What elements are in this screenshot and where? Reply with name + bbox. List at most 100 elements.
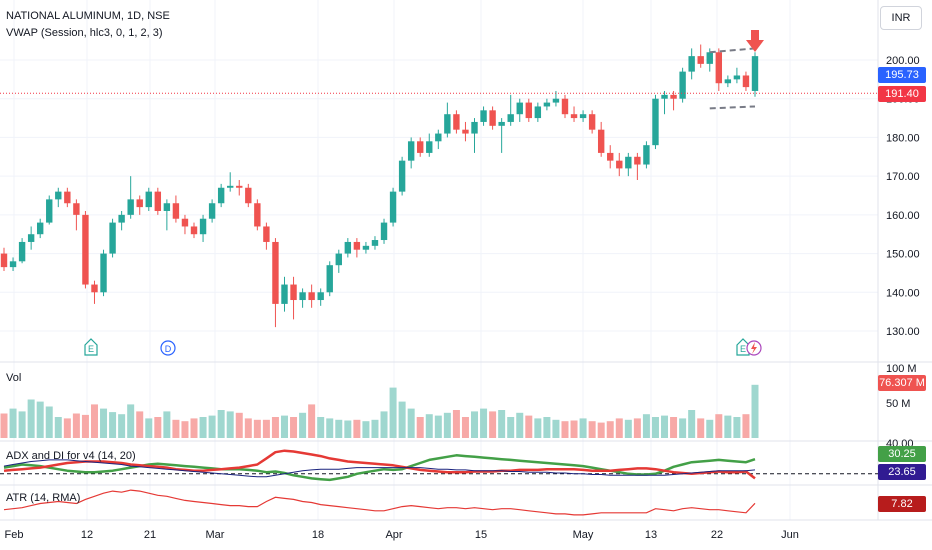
candle-16	[145, 191, 152, 208]
candle-29	[263, 226, 270, 242]
volume-bar-26	[235, 412, 243, 438]
adx-lines	[0, 449, 878, 482]
atr-tag: 7.82	[878, 496, 926, 512]
currency-button[interactable]: INR	[880, 6, 922, 30]
chart-title[interactable]: NATIONAL ALUMINUM, 1D, NSE	[6, 10, 170, 22]
volume-bar-82	[742, 414, 750, 438]
candle-10	[91, 284, 98, 293]
volume-bar-78	[706, 419, 714, 438]
volume-bar-15	[136, 411, 144, 438]
candle-8	[73, 203, 80, 215]
volume-bar-20	[181, 421, 189, 438]
candle-12	[109, 222, 116, 254]
volume-bar-10	[90, 404, 98, 438]
volume-bar-37	[335, 419, 343, 438]
atr-legend[interactable]: ATR (14, RMA)	[6, 492, 81, 504]
candle-46	[417, 141, 424, 153]
volume-bar-69	[624, 419, 632, 438]
time-tick-10: Jun	[781, 529, 799, 541]
candle-72	[652, 98, 659, 146]
volume-bar-41	[371, 419, 379, 438]
close-price-tag: 191.40	[878, 86, 926, 102]
candle-41	[371, 240, 379, 246]
candle-39	[353, 241, 361, 250]
candle-11	[100, 253, 107, 293]
atr-line	[3, 489, 756, 516]
candle-63	[570, 114, 578, 119]
volume-bars	[0, 384, 759, 438]
volume-bar-25	[226, 411, 234, 438]
volume-bar-47	[425, 414, 433, 438]
volume-bar-59	[534, 418, 542, 438]
candle-26	[236, 185, 243, 188]
candle-36	[326, 265, 333, 293]
time-axis[interactable]: Feb 12 21 Mar 18 Apr 15 May 13 22 Jun	[5, 529, 799, 541]
di-minus-tag: 23.65	[878, 464, 926, 480]
candle-28	[254, 203, 261, 227]
volume-bar-1	[9, 408, 17, 438]
volume-bar-74	[670, 417, 678, 438]
candle-21	[190, 226, 198, 235]
candles	[0, 44, 759, 328]
volume-legend[interactable]: Vol	[6, 372, 22, 384]
volume-bar-38	[344, 420, 352, 438]
volume-bar-77	[697, 418, 705, 438]
volume-bar-54	[489, 411, 497, 438]
event-marker-label-0: E	[88, 344, 94, 354]
volume-bar-30	[271, 417, 279, 438]
volume-bar-45	[407, 408, 415, 438]
volume-bar-60	[543, 417, 551, 438]
candle-40	[362, 245, 370, 250]
candle-69	[625, 156, 632, 169]
candle-50	[453, 114, 460, 130]
atr-series	[3, 489, 756, 516]
candle-6	[55, 191, 62, 200]
volume-bar-11	[100, 408, 108, 438]
volume-bar-46	[416, 417, 424, 438]
volume-tag: 76.307 M	[878, 375, 926, 391]
earnings-marker-icon-0	[84, 338, 98, 356]
volume-tick-1: 50 M	[886, 398, 910, 410]
candle-79	[715, 52, 723, 84]
volume-bar-55	[498, 410, 506, 438]
candle-9	[82, 214, 89, 285]
price-axis[interactable]: 200.00190.00180.00170.00160.00150.00140.…	[886, 55, 920, 450]
time-tick-0: Feb	[5, 529, 24, 541]
candle-18	[163, 203, 171, 211]
volume-bar-64	[579, 418, 587, 438]
time-tick-9: 22	[711, 529, 723, 541]
candle-54	[489, 110, 496, 126]
candle-2	[18, 241, 26, 262]
volume-bar-0	[0, 413, 8, 438]
volume-bar-72	[651, 417, 659, 438]
volume-bar-79	[715, 414, 723, 438]
candle-52	[471, 121, 478, 134]
volume-bar-39	[353, 419, 361, 438]
candle-74	[670, 94, 677, 99]
candle-66	[597, 129, 605, 153]
volume-bar-81	[733, 417, 741, 438]
volume-bar-58	[525, 415, 533, 438]
candle-15	[136, 199, 143, 208]
price-tick-5: 150.00	[886, 249, 920, 261]
volume-bar-62	[561, 421, 569, 438]
volume-bar-71	[642, 414, 650, 438]
candle-42	[380, 222, 388, 241]
time-tick-8: 13	[645, 529, 657, 541]
adx-legend[interactable]: ADX and DI for v4 (14, 20)	[6, 450, 136, 462]
candle-22	[199, 218, 207, 235]
candle-17	[154, 191, 162, 211]
volume-bar-49	[443, 412, 451, 438]
volume-bar-4	[36, 401, 44, 438]
candle-59	[534, 106, 542, 119]
volume-tick-0: 100 M	[886, 363, 917, 375]
candle-33	[299, 292, 306, 301]
vwap-legend[interactable]: VWAP (Session, hlc3, 0, 1, 2, 3)	[6, 27, 163, 39]
volume-bar-43	[389, 387, 397, 438]
candle-58	[525, 102, 532, 119]
candle-48	[435, 133, 442, 142]
volume-bar-56	[507, 417, 515, 438]
volume-bar-17	[154, 417, 162, 438]
candle-47	[426, 141, 433, 153]
